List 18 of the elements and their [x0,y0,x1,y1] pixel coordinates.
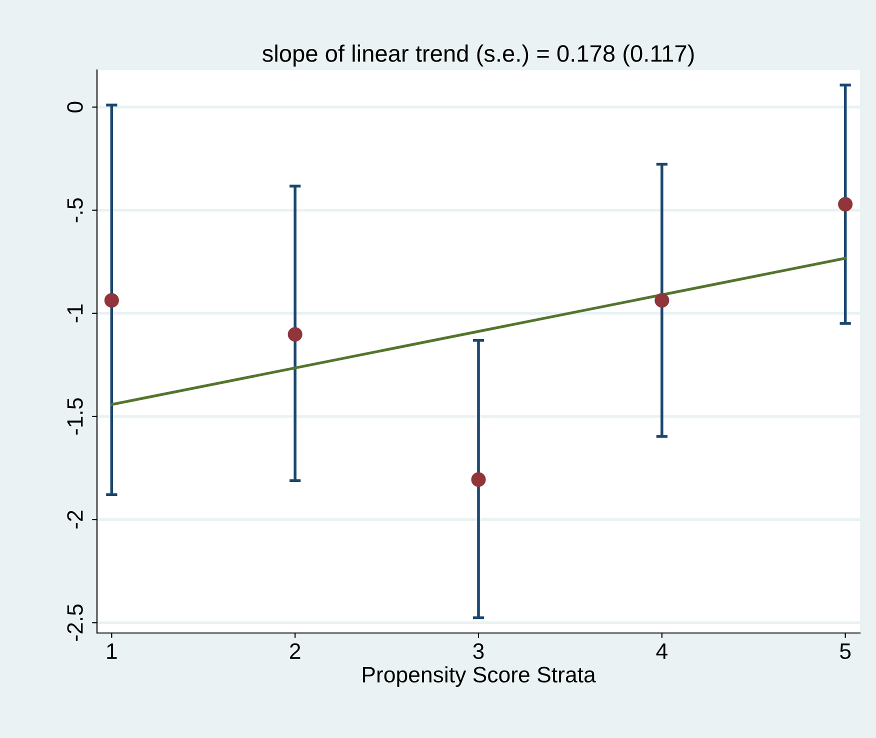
y-tick-label: -.5 [67,198,83,222]
x-tick-label: 3 [473,643,484,660]
x-tick-label: 4 [656,644,668,659]
y-tick-label: -1 [67,304,83,322]
y-tick-label: -1.5 [67,398,83,435]
chart-title: slope of linear trend (s.e.) = 0.178 (0.117) [262,44,694,67]
x-axis-title: Propensity Score Strata [362,666,596,687]
x-tick-label: 1 [107,644,117,659]
y-tick-label: -2.5 [67,604,83,641]
point [288,327,302,342]
x-tick-label: 5 [840,644,851,660]
point [104,293,119,308]
y-tick-label: 0 [67,102,83,112]
y-tick-label: -2 [67,510,83,528]
point [654,293,670,308]
x-tick-label: 2 [290,643,300,659]
point [471,472,486,487]
point [838,196,853,212]
